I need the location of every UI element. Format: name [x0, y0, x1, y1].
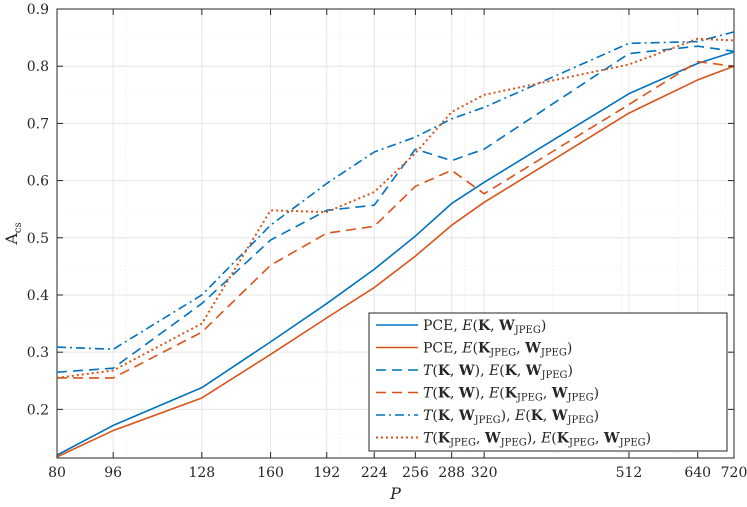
- y-tick-label: 0.9: [27, 2, 49, 18]
- legend-label-6: T(KJPEG, WJPEG), E(KJPEG, WJPEG): [423, 431, 651, 449]
- x-tick-label: 80: [48, 465, 66, 481]
- series-layer: [56, 31, 735, 458]
- y-axis-label-subscript: cs: [13, 222, 24, 233]
- legend-label-1: PCE, E(K, WJPEG): [423, 318, 546, 336]
- y-axis-title: Acs: [2, 222, 24, 245]
- series-line-5: [56, 31, 735, 351]
- legend-label-3: T(K, W), E(K, WJPEG): [423, 363, 573, 381]
- svg-text:Acs: Acs: [2, 222, 24, 245]
- series-line-1: [56, 51, 735, 456]
- legend-label-2: PCE, E(KJPEG, WJPEG): [423, 341, 572, 359]
- y-tick-label: 0.3: [27, 345, 49, 361]
- series-line-2: [56, 65, 735, 458]
- y-tick-label: 0.2: [27, 402, 49, 418]
- x-tick-label: 256: [402, 465, 429, 481]
- series-line-3: [56, 45, 735, 373]
- plot-frame: [56, 8, 735, 459]
- x-tick-label: 640: [684, 465, 711, 481]
- legend: PCE, E(K, WJPEG) PCE, E(KJPEG, WJPEG) T(K,…: [368, 312, 728, 452]
- y-tick-label: 0.7: [27, 116, 49, 132]
- x-tick-label: 224: [361, 465, 388, 481]
- y-tick-label: 0.6: [27, 174, 49, 190]
- series-line-6: [56, 37, 735, 379]
- x-tick-label: 128: [188, 465, 215, 481]
- x-axis-title: P: [389, 484, 401, 503]
- x-tick-label: 512: [616, 465, 643, 481]
- y-tick-label: 0.4: [27, 288, 49, 304]
- y-tick-labels: 0.2 0.3 0.4 0.5 0.6 0.7 0.8 0.9: [27, 2, 49, 418]
- legend-label-4: T(K, W), E(KJPEG, WJPEG): [423, 386, 599, 404]
- ticks: [56, 8, 735, 458]
- legend-box: [368, 312, 728, 452]
- x-tick-labels: 80 96 128 160 192 224 256 288 320 512 640 720: [48, 465, 747, 481]
- y-tick-label: 0.8: [27, 59, 49, 75]
- x-tick-label: 288: [438, 465, 465, 481]
- legend-label-5: T(K, WJPEG), E(K, WJPEG): [423, 408, 599, 426]
- x-tick-label: 96: [104, 465, 122, 481]
- y-tick-label: 0.5: [27, 231, 49, 247]
- x-tick-label: 320: [471, 465, 498, 481]
- y-axis-label-main: A: [2, 233, 21, 246]
- x-tick-label: 160: [257, 465, 284, 481]
- x-tick-label: 720: [721, 465, 747, 481]
- x-tick-label: 192: [313, 465, 340, 481]
- series-line-4: [57, 60, 735, 379]
